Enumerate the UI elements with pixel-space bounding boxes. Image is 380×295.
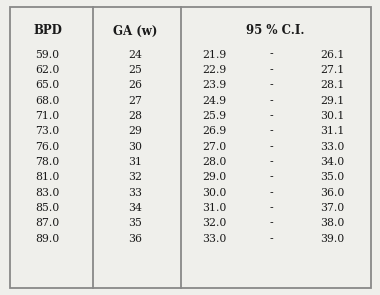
Text: 29: 29 (128, 126, 142, 136)
Text: 31.1: 31.1 (320, 126, 345, 136)
Text: 28.0: 28.0 (203, 157, 227, 167)
Text: 76.0: 76.0 (35, 142, 60, 152)
Text: 38.0: 38.0 (320, 218, 345, 228)
Text: -: - (270, 157, 274, 167)
Text: 28: 28 (128, 111, 142, 121)
Text: GA (w): GA (w) (113, 24, 157, 37)
Text: 24: 24 (128, 50, 142, 60)
Text: 78.0: 78.0 (35, 157, 60, 167)
Text: 26.1: 26.1 (320, 50, 345, 60)
Text: 81.0: 81.0 (35, 172, 60, 182)
Text: -: - (270, 126, 274, 136)
Text: -: - (270, 142, 274, 152)
Text: 28.1: 28.1 (320, 80, 345, 90)
Text: 24.9: 24.9 (203, 96, 227, 106)
Text: 21.9: 21.9 (203, 50, 227, 60)
Text: -: - (270, 218, 274, 228)
Text: 22.9: 22.9 (203, 65, 227, 75)
Text: -: - (270, 234, 274, 244)
Text: 30: 30 (128, 142, 142, 152)
Text: 30.1: 30.1 (320, 111, 345, 121)
Text: 36.0: 36.0 (320, 188, 345, 198)
Text: 65.0: 65.0 (35, 80, 60, 90)
Text: 25: 25 (128, 65, 142, 75)
Text: 26: 26 (128, 80, 142, 90)
Text: 85.0: 85.0 (35, 203, 60, 213)
Text: 34.0: 34.0 (320, 157, 345, 167)
Text: 33.0: 33.0 (203, 234, 227, 244)
Text: -: - (270, 50, 274, 60)
Text: 29.1: 29.1 (320, 96, 345, 106)
Text: 35: 35 (128, 218, 142, 228)
Text: 89.0: 89.0 (35, 234, 60, 244)
Text: 29.0: 29.0 (203, 172, 227, 182)
Text: -: - (270, 80, 274, 90)
Text: 71.0: 71.0 (35, 111, 60, 121)
Text: 31: 31 (128, 157, 142, 167)
Text: 34: 34 (128, 203, 142, 213)
Text: 73.0: 73.0 (35, 126, 60, 136)
Text: 27.1: 27.1 (320, 65, 345, 75)
Text: 26.9: 26.9 (203, 126, 227, 136)
Text: -: - (270, 172, 274, 182)
Text: 35.0: 35.0 (320, 172, 345, 182)
Text: 87.0: 87.0 (35, 218, 60, 228)
Text: 83.0: 83.0 (35, 188, 60, 198)
Text: 27: 27 (128, 96, 142, 106)
Text: 32: 32 (128, 172, 142, 182)
Text: 33: 33 (128, 188, 142, 198)
Text: 62.0: 62.0 (35, 65, 60, 75)
Text: 27.0: 27.0 (203, 142, 227, 152)
Text: 23.9: 23.9 (203, 80, 227, 90)
Text: 32.0: 32.0 (203, 218, 227, 228)
Text: 37.0: 37.0 (320, 203, 345, 213)
Text: 25.9: 25.9 (203, 111, 227, 121)
Text: 30.0: 30.0 (203, 188, 227, 198)
Text: -: - (270, 111, 274, 121)
Text: -: - (270, 203, 274, 213)
Text: -: - (270, 65, 274, 75)
Text: 36: 36 (128, 234, 142, 244)
Text: 33.0: 33.0 (320, 142, 345, 152)
Text: -: - (270, 188, 274, 198)
Text: 39.0: 39.0 (320, 234, 345, 244)
Text: 59.0: 59.0 (35, 50, 60, 60)
Text: -: - (270, 96, 274, 106)
Text: 95 % C.I.: 95 % C.I. (246, 24, 305, 37)
Text: 68.0: 68.0 (35, 96, 60, 106)
Text: 31.0: 31.0 (203, 203, 227, 213)
Text: BPD: BPD (33, 24, 62, 37)
